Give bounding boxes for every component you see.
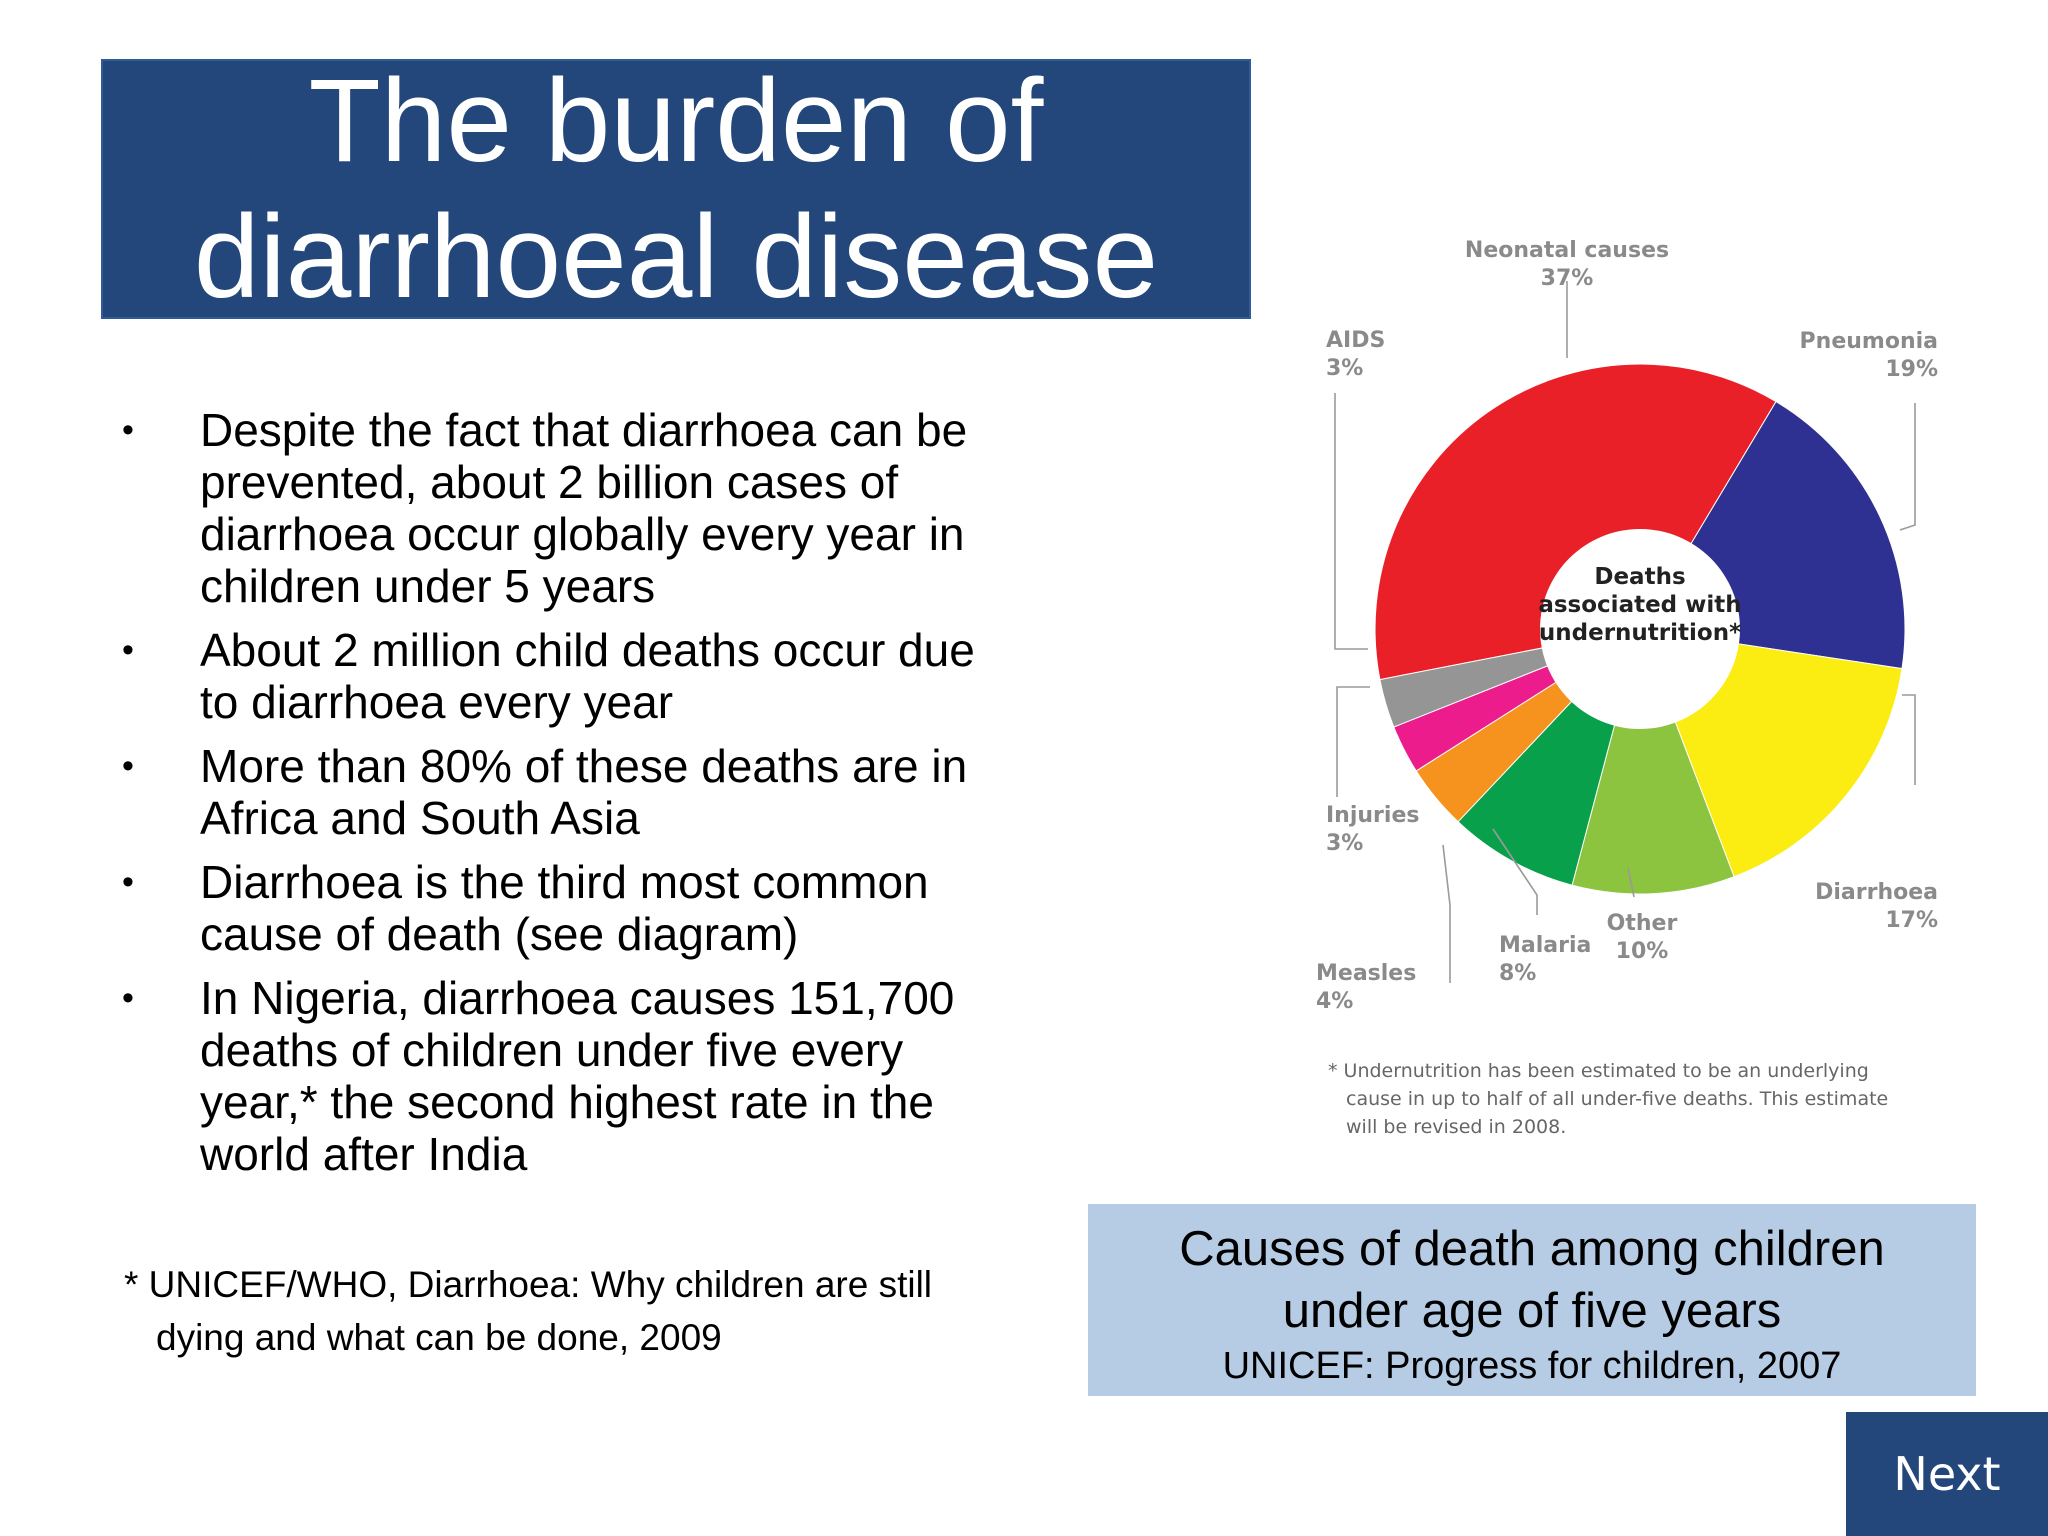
bullet-text-line: deaths of children under five every xyxy=(200,1024,904,1076)
bullet-text-line: diarrhoea occur globally every year in xyxy=(200,508,965,560)
label-other-value: 10% xyxy=(1616,939,1669,964)
bullet-item: • More than 80% of these deaths are in Afr… xyxy=(116,740,1046,844)
chart-footnote-line-2: cause in up to half of all under-five de… xyxy=(1346,1088,1888,1110)
bullet-dot-icon: • xyxy=(122,747,134,785)
slice-neonatal-causes xyxy=(1374,363,1777,681)
label-pneumonia-value: 19% xyxy=(1885,357,1938,382)
label-malaria-value: 8% xyxy=(1499,961,1536,986)
source-footnote-line-1: * UNICEF/WHO, Diarrhoea: Why children ar… xyxy=(124,1264,933,1305)
bullet-text-line: In Nigeria, diarrhoea causes 151,700 xyxy=(200,972,955,1024)
chart-footnote-line-3: will be revised in 2008. xyxy=(1346,1116,1566,1138)
bullet-item: • In Nigeria, diarrhoea causes 151,700 dea… xyxy=(116,972,1046,1180)
bullet-text-line: world after India xyxy=(200,1128,528,1180)
bullet-dot-icon: • xyxy=(122,411,134,449)
chart-footnote: * Undernutrition has been estimated to b… xyxy=(1328,1060,1888,1138)
bullet-text-line: children under 5 years xyxy=(200,560,656,612)
next-button[interactable]: Next xyxy=(1846,1412,2048,1536)
label-malaria-name: Malaria xyxy=(1499,933,1591,958)
bullet-text-line: About 2 million child deaths occur due xyxy=(200,624,975,676)
bullet-text-line: Despite the fact that diarrhoea can be xyxy=(200,404,968,456)
slice-labels: Neonatal causes 37% Pneumonia 19% Diarrh… xyxy=(1316,238,1938,1014)
bullet-text-line: Diarrhoea is the third most common xyxy=(200,856,929,908)
center-label-line-3: undernutrition* xyxy=(1539,620,1741,646)
donut-center-label: Deaths associated with undernutrition* xyxy=(1538,564,1741,646)
label-other-name: Other xyxy=(1607,911,1678,936)
leader-line-other xyxy=(1627,867,1635,898)
bullet-dot-icon: • xyxy=(122,979,134,1017)
leader-line-measles xyxy=(1442,844,1451,983)
chart-footnote-line-1: * Undernutrition has been estimated to b… xyxy=(1328,1060,1869,1082)
label-aids-name: AIDS xyxy=(1326,328,1385,353)
label-neonatal-name: Neonatal causes xyxy=(1465,238,1669,263)
slice-other xyxy=(1571,627,1735,895)
center-label-line-2: associated with xyxy=(1538,592,1741,618)
bullet-list: • Despite the fact that diarrhoea can be p… xyxy=(116,404,1046,1192)
chart-caption-source: UNICEF: Progress for children, 2007 xyxy=(1222,1345,1842,1387)
bullet-text-line: More than 80% of these deaths are in xyxy=(200,740,968,792)
bullet-dot-icon: • xyxy=(122,863,134,901)
leader-line-malaria xyxy=(1492,828,1538,915)
leader-line-injuries xyxy=(1336,686,1370,797)
label-injuries-name: Injuries xyxy=(1326,803,1419,828)
label-measles-value: 4% xyxy=(1316,989,1353,1014)
source-footnote-line-2: dying and what can be done, 2009 xyxy=(156,1317,722,1358)
bullet-item: • Diarrhoea is the third most common cause… xyxy=(116,856,1046,960)
bullet-text-line: year,* the second highest rate in the xyxy=(200,1076,934,1128)
leader-lines xyxy=(1334,281,1916,983)
slide-title-line-1: The burden of xyxy=(308,55,1044,187)
bullet-text-line: prevented, about 2 billion cases of xyxy=(200,456,899,508)
center-label-line-1: Deaths xyxy=(1594,564,1685,590)
label-injuries-value: 3% xyxy=(1326,831,1363,856)
label-pneumonia-name: Pneumonia xyxy=(1800,329,1938,354)
donut-hole xyxy=(1540,529,1740,729)
slide-title-line-2: diarrhoeal disease xyxy=(193,191,1159,323)
chart-caption-line-2: under age of five years xyxy=(1282,1284,1782,1338)
source-footnote: * UNICEF/WHO, Diarrhoea: Why children ar… xyxy=(124,1258,1024,1364)
slide-title: The burden of diarrhoeal disease xyxy=(101,55,1251,323)
leader-line-aids xyxy=(1334,393,1368,650)
bullet-text-line: to diarrhoea every year xyxy=(200,676,674,728)
chart-caption-line-1: Causes of death among children xyxy=(1179,1222,1885,1276)
causes-of-death-donut-chart: Deaths associated with undernutrition* N… xyxy=(1300,225,1940,1150)
bullet-text-line: cause of death (see diagram) xyxy=(200,908,799,960)
bullet-item: • About 2 million child deaths occur due t… xyxy=(116,624,1046,728)
label-diarrhoea-value: 17% xyxy=(1885,908,1938,933)
chart-caption: Causes of death among children under age… xyxy=(1088,1204,1976,1396)
label-measles-name: Measles xyxy=(1316,961,1416,986)
bullet-text-line: Africa and South Asia xyxy=(200,792,640,844)
label-aids-value: 3% xyxy=(1326,356,1363,381)
bullet-dot-icon: • xyxy=(122,631,134,669)
donut-chart-svg: Deaths associated with undernutrition* N… xyxy=(1316,238,1938,1138)
label-diarrhoea-name: Diarrhoea xyxy=(1815,880,1938,905)
label-neonatal-value: 37% xyxy=(1541,266,1594,291)
leader-line-diarrhoea xyxy=(1902,694,1916,785)
bullet-item: • Despite the fact that diarrhoea can be p… xyxy=(116,404,1046,612)
leader-line-pneumonia xyxy=(1899,403,1916,531)
